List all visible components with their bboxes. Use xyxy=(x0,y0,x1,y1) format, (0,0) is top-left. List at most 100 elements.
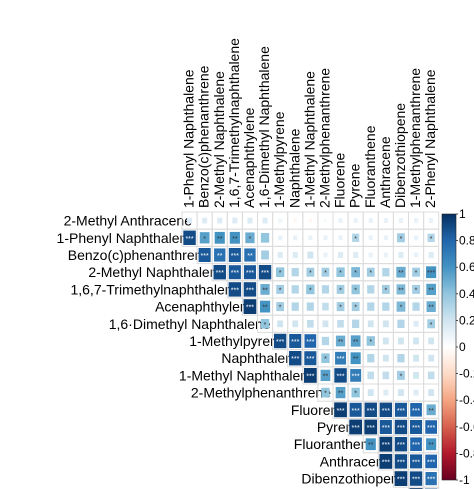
correlation-cell xyxy=(259,300,271,313)
correlation-cell xyxy=(398,337,404,345)
correlation-cell xyxy=(260,318,270,329)
correlation-cell xyxy=(335,351,347,365)
significance-label: *** xyxy=(397,459,405,466)
significance-label: * xyxy=(339,270,342,277)
correlation-cell xyxy=(426,438,437,451)
significance-label: *** xyxy=(412,425,420,432)
correlation-cell xyxy=(382,371,390,380)
correlation-cell xyxy=(368,218,373,224)
correlation-cell xyxy=(304,334,317,348)
significance-label: * xyxy=(369,339,372,346)
correlation-cell xyxy=(351,267,361,278)
column-labels: 1-Phenyl Naphthalene Benzo(c)phenanthrene… xyxy=(181,38,439,208)
correlation-cell xyxy=(379,453,393,469)
legend-tick-label: 0.6 xyxy=(459,260,474,274)
legend-tick-label: -0.8 xyxy=(459,446,474,460)
correlation-cell xyxy=(383,235,388,241)
correlation-cell xyxy=(350,335,361,347)
significance-label: *** xyxy=(382,442,390,449)
significance-label: *** xyxy=(352,408,360,415)
significance-label: *** xyxy=(306,373,314,380)
significance-label: *** xyxy=(382,408,390,415)
significance-label: * xyxy=(400,305,403,312)
correlation-cell xyxy=(397,319,405,328)
correlation-cell xyxy=(429,218,434,224)
correlation-cell xyxy=(412,284,420,294)
row-label: 2-Methyl Anthracene xyxy=(64,213,193,229)
correlation-cell xyxy=(336,284,345,294)
correlation-cell xyxy=(260,284,270,295)
correlation-cell xyxy=(397,233,405,243)
significance-label: * xyxy=(400,373,403,380)
correlation-cell xyxy=(413,252,419,258)
cell-frame xyxy=(408,486,425,489)
correlation-cell xyxy=(306,284,315,295)
correlation-cell xyxy=(273,333,287,349)
significance-label: * xyxy=(339,305,342,312)
correlation-cell xyxy=(308,235,313,241)
significance-label: *** xyxy=(261,270,269,277)
correlation-cell xyxy=(321,387,330,398)
row-label: 1,6·Dimethyl Naphthalene xyxy=(109,316,271,332)
significance-label: *** xyxy=(216,270,224,277)
significance-label: ** xyxy=(428,305,434,312)
correlation-cell xyxy=(321,267,330,277)
correlation-cell xyxy=(244,248,256,262)
significance-label: *** xyxy=(412,459,420,466)
column-label: Acenaphthylene xyxy=(241,107,257,208)
column-label: 1-Methylpyrene xyxy=(271,111,287,208)
significance-label: ** xyxy=(217,253,223,260)
legend-tick-label: 1 xyxy=(459,207,466,221)
row-label: Anthracene xyxy=(320,453,392,469)
correlation-cell xyxy=(382,337,389,345)
correlation-cell xyxy=(289,333,302,349)
significance-label: * xyxy=(369,270,372,277)
legend-tick-label: -0.4 xyxy=(459,393,474,407)
correlation-cell xyxy=(202,217,208,224)
significance-label: *** xyxy=(246,305,254,312)
significance-label: *** xyxy=(397,442,405,449)
correlation-cell xyxy=(428,337,435,345)
correlation-cell xyxy=(425,472,437,486)
correlation-cell xyxy=(409,471,423,486)
correlation-cell xyxy=(307,251,314,259)
significance-label: *** xyxy=(397,408,405,415)
correlation-cell xyxy=(413,372,419,379)
correlation-cell xyxy=(364,419,378,435)
correlation-cell xyxy=(366,267,375,277)
row-label: 2-Methylphenanthrene xyxy=(191,385,331,401)
correlation-cell xyxy=(397,354,405,363)
row-label: Fluoranthene xyxy=(294,436,377,452)
correlation-cell xyxy=(410,403,422,417)
legend-tick-label: 0.2 xyxy=(459,313,474,327)
significance-label: ** xyxy=(398,287,404,294)
significance-label: ** xyxy=(217,236,223,243)
correlation-cell xyxy=(428,252,434,258)
correlation-cell xyxy=(398,252,404,258)
legend-tick-label: 0.8 xyxy=(459,234,474,248)
significance-label: *** xyxy=(246,270,254,277)
significance-label: ** xyxy=(353,339,359,346)
column-label: 1-Methylphenanthrene xyxy=(407,68,423,208)
correlation-cell xyxy=(245,232,255,244)
correlation-cell xyxy=(367,320,374,328)
significance-label: *** xyxy=(412,442,420,449)
correlation-cell xyxy=(351,302,360,312)
correlation-cell xyxy=(243,282,257,297)
correlation-cell xyxy=(338,218,343,224)
legend-tick-label: 0.4 xyxy=(459,287,474,301)
correlation-cell xyxy=(243,299,257,315)
significance-label: ** xyxy=(353,356,359,363)
significance-label: * xyxy=(339,287,342,294)
correlation-cell xyxy=(428,354,435,362)
correlation-cell xyxy=(364,402,377,418)
column-label: Naphthalene xyxy=(286,128,302,208)
correlation-cell xyxy=(337,320,344,328)
significance-label: * xyxy=(324,356,327,363)
correlation-cell xyxy=(291,302,299,311)
correlation-cell xyxy=(321,285,330,294)
significance-label: *** xyxy=(291,339,299,346)
significance-label: ** xyxy=(262,305,268,312)
correlation-cell xyxy=(187,217,193,224)
